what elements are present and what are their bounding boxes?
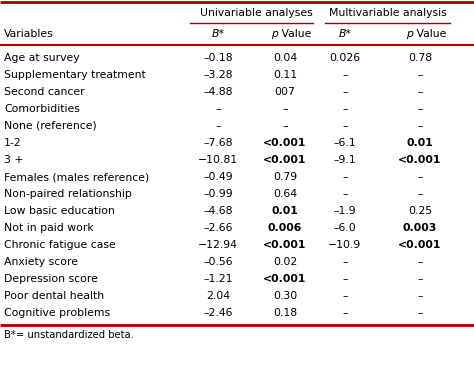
Text: –4.68: –4.68 (203, 206, 233, 216)
Text: Low basic education: Low basic education (4, 206, 115, 216)
Text: B*: B* (338, 29, 352, 39)
Text: −12.94: −12.94 (198, 240, 238, 250)
Text: 0.18: 0.18 (273, 308, 297, 318)
Text: –: – (342, 121, 348, 131)
Text: 0.02: 0.02 (273, 257, 297, 267)
Text: –1.9: –1.9 (334, 206, 356, 216)
Text: Chronic fatigue case: Chronic fatigue case (4, 240, 116, 250)
Text: Females (males reference): Females (males reference) (4, 172, 149, 182)
Text: Second cancer: Second cancer (4, 87, 85, 97)
Text: –6.0: –6.0 (334, 223, 356, 233)
Text: –: – (215, 104, 221, 114)
Text: 0.006: 0.006 (268, 223, 302, 233)
Text: 0.30: 0.30 (273, 291, 297, 301)
Text: –0.56: –0.56 (203, 257, 233, 267)
Text: 0.79: 0.79 (273, 172, 297, 182)
Text: Anxiety score: Anxiety score (4, 257, 78, 267)
Text: –1.21: –1.21 (203, 274, 233, 284)
Text: −10.9: −10.9 (328, 240, 362, 250)
Text: –: – (417, 291, 423, 301)
Text: –: – (342, 70, 348, 80)
Text: –: – (342, 308, 348, 318)
Text: 0.78: 0.78 (408, 53, 432, 63)
Text: Depression score: Depression score (4, 274, 98, 284)
Text: <0.001: <0.001 (398, 240, 442, 250)
Text: 0.003: 0.003 (403, 223, 437, 233)
Text: Supplementary treatment: Supplementary treatment (4, 70, 146, 80)
Text: Age at survey: Age at survey (4, 53, 80, 63)
Text: –: – (342, 104, 348, 114)
Text: Comorbidities: Comorbidities (4, 104, 80, 114)
Text: Value: Value (278, 29, 311, 39)
Text: –: – (342, 291, 348, 301)
Text: 0.11: 0.11 (273, 70, 297, 80)
Text: 0.01: 0.01 (407, 138, 433, 148)
Text: Value: Value (413, 29, 447, 39)
Text: Variables: Variables (4, 29, 54, 39)
Text: –: – (282, 121, 288, 131)
Text: –2.66: –2.66 (203, 223, 233, 233)
Text: –: – (342, 274, 348, 284)
Text: –7.68: –7.68 (203, 138, 233, 148)
Text: <0.001: <0.001 (264, 240, 307, 250)
Text: Multivariable analysis: Multivariable analysis (328, 8, 447, 18)
Text: <0.001: <0.001 (398, 155, 442, 165)
Text: –: – (342, 172, 348, 182)
Text: –: – (417, 70, 423, 80)
Text: p: p (406, 29, 413, 39)
Text: B*: B* (211, 29, 225, 39)
Text: B*= unstandardized beta.: B*= unstandardized beta. (4, 329, 134, 339)
Text: –: – (417, 308, 423, 318)
Text: –0.99: –0.99 (203, 189, 233, 199)
Text: –: – (417, 121, 423, 131)
Text: 0.01: 0.01 (272, 206, 298, 216)
Text: –: – (417, 257, 423, 267)
Text: –9.1: –9.1 (334, 155, 356, 165)
Text: 007: 007 (274, 87, 295, 97)
Text: None (reference): None (reference) (4, 121, 97, 131)
Text: Poor dental health: Poor dental health (4, 291, 104, 301)
Text: –0.18: –0.18 (203, 53, 233, 63)
Text: <0.001: <0.001 (264, 274, 307, 284)
Text: Cognitive problems: Cognitive problems (4, 308, 110, 318)
Text: –: – (417, 104, 423, 114)
Text: <0.001: <0.001 (264, 138, 307, 148)
Text: –0.49: –0.49 (203, 172, 233, 182)
Text: 2.04: 2.04 (206, 291, 230, 301)
Text: 0.04: 0.04 (273, 53, 297, 63)
Text: –: – (417, 172, 423, 182)
Text: –: – (417, 189, 423, 199)
Text: Univariable analyses: Univariable analyses (200, 8, 313, 18)
Text: 0.026: 0.026 (329, 53, 361, 63)
Text: Not in paid work: Not in paid work (4, 223, 94, 233)
Text: –2.46: –2.46 (203, 308, 233, 318)
Text: –: – (417, 274, 423, 284)
Text: 1-2: 1-2 (4, 138, 22, 148)
Text: p: p (271, 29, 278, 39)
Text: –4.88: –4.88 (203, 87, 233, 97)
Text: −10.81: −10.81 (198, 155, 238, 165)
Text: –6.1: –6.1 (334, 138, 356, 148)
Text: 0.64: 0.64 (273, 189, 297, 199)
Text: <0.001: <0.001 (264, 155, 307, 165)
Text: –: – (342, 257, 348, 267)
Text: –: – (417, 87, 423, 97)
Text: 0.25: 0.25 (408, 206, 432, 216)
Text: –: – (342, 189, 348, 199)
Text: –: – (282, 104, 288, 114)
Text: Non-paired relationship: Non-paired relationship (4, 189, 132, 199)
Text: –: – (215, 121, 221, 131)
Text: –3.28: –3.28 (203, 70, 233, 80)
Text: 3 +: 3 + (4, 155, 24, 165)
Text: –: – (342, 87, 348, 97)
